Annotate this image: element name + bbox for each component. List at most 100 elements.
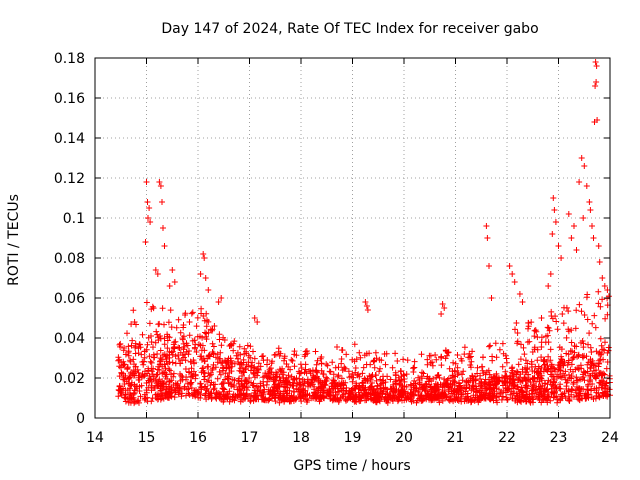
data-point: [214, 375, 221, 382]
data-point: [259, 353, 265, 360]
data-point: [407, 381, 414, 388]
data-point: [200, 365, 207, 371]
data-point: [449, 374, 456, 381]
data-point: [165, 383, 172, 390]
data-point: [538, 354, 545, 361]
data-point: [565, 211, 572, 217]
data-point: [143, 346, 150, 353]
data-point: [348, 387, 355, 393]
data-point: [157, 347, 164, 354]
data-point: [124, 366, 131, 373]
axis-ticks: 14 15 16 17 18 19 20 21 22 23 24 0 0.02 0.04 0.06 0.08 0…: [54, 51, 619, 446]
y-axis-label: ROTI / TECUs: [6, 194, 22, 286]
y-tick-label: 0.14: [54, 131, 85, 147]
data-point: [489, 357, 496, 364]
data-point: [223, 359, 230, 366]
data-point: [558, 374, 565, 381]
data-point: [116, 373, 123, 380]
data-point: [331, 394, 338, 401]
data-point: [189, 337, 196, 344]
data-point: [127, 358, 134, 365]
data-point: [250, 371, 257, 377]
data-point: [559, 311, 566, 317]
data-point: [467, 353, 474, 360]
data-point: [321, 381, 328, 388]
data-point: [359, 370, 366, 377]
data-point: [593, 348, 600, 355]
data-point: [317, 383, 324, 390]
data-point: [220, 334, 227, 341]
data-point: [602, 315, 609, 322]
data-point: [212, 394, 219, 401]
data-point: [152, 377, 159, 384]
data-point: [570, 381, 577, 387]
data-point: [400, 391, 407, 398]
data-point: [524, 366, 531, 373]
data-point: [160, 225, 166, 231]
data-point: [568, 235, 575, 241]
data-point: [563, 379, 570, 386]
data-point: [556, 385, 563, 392]
data-point: [334, 373, 341, 380]
data-point: [175, 316, 182, 323]
data-point: [531, 327, 538, 334]
data-point: [378, 390, 384, 397]
data-point: [525, 320, 532, 326]
data-point: [485, 394, 492, 401]
data-point: [198, 369, 205, 376]
data-point: [469, 348, 476, 355]
data-point: [604, 287, 611, 293]
data-point: [160, 379, 167, 386]
data-point: [275, 394, 282, 401]
data-point: [528, 319, 535, 326]
data-point: [353, 382, 360, 389]
data-point: [116, 383, 123, 390]
data-point: [125, 399, 132, 406]
data-point: [587, 344, 594, 351]
data-point: [599, 275, 606, 281]
data-point: [582, 395, 589, 402]
data-point: [234, 355, 241, 362]
data-point: [126, 375, 133, 381]
data-point: [554, 399, 561, 406]
data-point: [302, 387, 309, 394]
data-point: [381, 396, 388, 403]
data-point: [182, 366, 189, 372]
data-point: [313, 394, 320, 401]
data-point: [495, 377, 502, 383]
data-point: [166, 283, 173, 289]
data-point: [193, 387, 199, 393]
data-point: [253, 383, 260, 390]
data-point: [268, 369, 275, 376]
data-point: [488, 295, 495, 301]
data-point: [486, 343, 493, 350]
data-point: [169, 267, 176, 273]
data-point: [166, 378, 173, 385]
data-point: [494, 399, 501, 406]
data-point: [515, 376, 521, 382]
data-point: [317, 355, 324, 362]
data-point: [553, 318, 560, 325]
data-point: [398, 377, 405, 384]
data-point: [234, 349, 241, 356]
data-point: [587, 364, 594, 371]
data-point: [276, 399, 283, 406]
data-point: [516, 291, 523, 297]
data-point: [154, 331, 161, 338]
data-point: [312, 348, 319, 355]
data-point: [304, 350, 311, 357]
data-point: [138, 374, 145, 380]
data-point: [338, 360, 345, 367]
data-point: [575, 352, 582, 359]
data-point: [264, 374, 271, 381]
data-point: [191, 359, 197, 366]
data-point: [574, 353, 581, 360]
data-point: [304, 379, 311, 386]
data-point: [412, 387, 419, 394]
data-point: [160, 395, 167, 402]
data-point: [150, 344, 156, 351]
data-point: [573, 307, 580, 314]
data-point: [171, 387, 177, 394]
data-point: [519, 299, 526, 305]
data-point: [201, 255, 208, 261]
